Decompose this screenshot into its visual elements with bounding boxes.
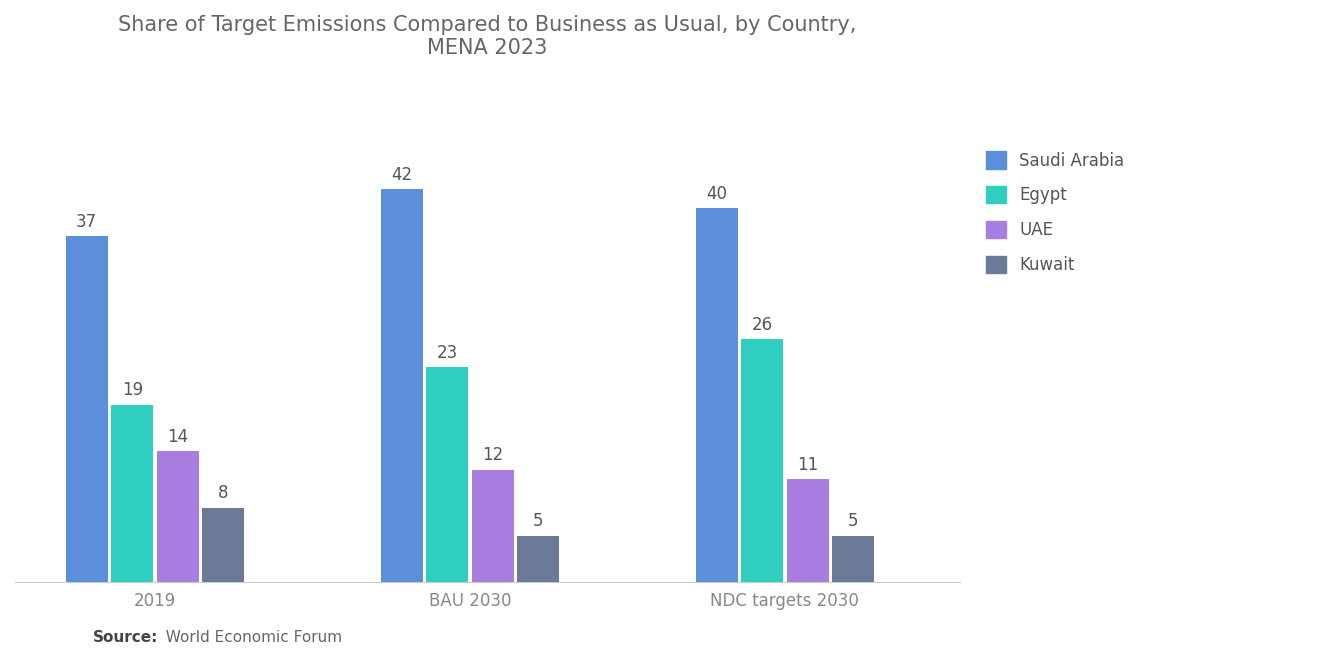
Legend: Saudi Arabia, Egypt, UAE, Kuwait: Saudi Arabia, Egypt, UAE, Kuwait (978, 143, 1133, 283)
Bar (157, 452, 199, 583)
Text: Source:: Source: (92, 630, 158, 645)
Bar (426, 367, 469, 583)
Text: 11: 11 (797, 456, 818, 474)
Bar (471, 470, 513, 583)
Text: 42: 42 (391, 166, 412, 184)
Text: 23: 23 (437, 344, 458, 362)
Bar (111, 404, 153, 583)
Text: 37: 37 (77, 213, 98, 231)
Bar (517, 535, 560, 583)
Bar (741, 339, 783, 583)
Text: 26: 26 (751, 315, 772, 334)
Text: 12: 12 (482, 446, 503, 464)
Text: 5: 5 (533, 512, 544, 530)
Bar (787, 479, 829, 583)
Text: 14: 14 (168, 428, 189, 446)
Text: 8: 8 (218, 484, 228, 502)
Title: Share of Target Emissions Compared to Business as Usual, by Country,
MENA 2023: Share of Target Emissions Compared to Bu… (119, 15, 857, 59)
Text: World Economic Forum: World Economic Forum (156, 630, 342, 645)
Bar (832, 535, 874, 583)
Bar (66, 236, 108, 583)
Bar (202, 507, 244, 583)
Bar (380, 190, 422, 583)
Text: 5: 5 (847, 512, 858, 530)
Bar (696, 208, 738, 583)
Text: 40: 40 (706, 184, 727, 203)
Text: 19: 19 (121, 381, 143, 399)
